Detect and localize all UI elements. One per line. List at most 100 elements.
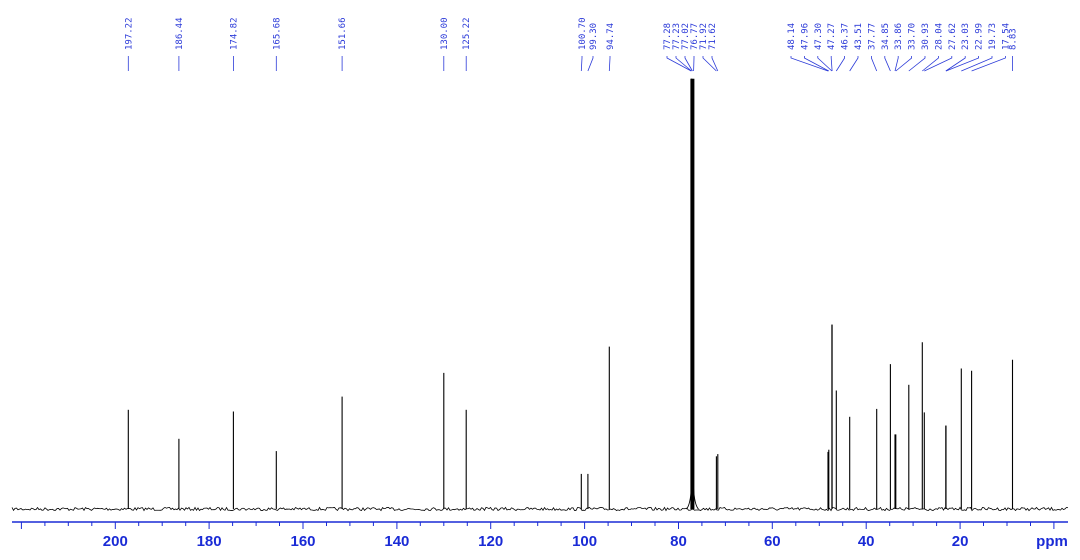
peak-label: 8.83 — [1009, 28, 1019, 71]
peak-label-text: 94.74 — [606, 23, 616, 50]
peak-label: 71.62 — [708, 23, 719, 72]
peak-label-leader — [961, 56, 993, 72]
peak-label-text: 28.04 — [934, 23, 944, 50]
peak-label-text: 197.22 — [124, 17, 134, 50]
peak-label: 130.00 — [440, 17, 450, 71]
peak-label-leader — [895, 56, 912, 72]
peak-label: 47.30 — [814, 23, 833, 72]
peak-label-leader — [945, 56, 979, 72]
peak-label: 100.70 — [578, 17, 588, 72]
peak-label-text: 71.62 — [708, 23, 718, 50]
peak-label-text: 186.44 — [175, 17, 185, 50]
peak-label-text: 77.23 — [672, 23, 682, 50]
peak-label-leader — [608, 56, 611, 72]
peak-label-text: 43.51 — [854, 23, 864, 50]
plot-area — [11, 78, 1069, 512]
peak-label-leader — [971, 56, 1006, 72]
peak-label: 33.86 — [894, 23, 904, 72]
peak-label: 33.70 — [895, 23, 918, 72]
peak-label-text: 76.77 — [690, 23, 700, 50]
peak-label-text: 125.22 — [462, 17, 472, 50]
x-axis-unit-label: ppm — [1036, 533, 1068, 550]
peak-label: 77.23 — [672, 23, 692, 72]
x-axis-tick-label: 80 — [670, 533, 687, 550]
peak-label-leader — [790, 56, 829, 72]
peak-label-leader — [884, 56, 891, 72]
peak-label-text: 99.30 — [589, 23, 599, 50]
peak-label: 43.51 — [849, 23, 864, 72]
peak-label-text: 22.99 — [975, 23, 985, 50]
x-axis-tick-label: 40 — [858, 533, 875, 550]
x-axis-tick-label: 200 — [103, 533, 128, 550]
peak-label: 46.37 — [835, 23, 851, 72]
peak-label-text: 165.68 — [272, 17, 282, 50]
spectrum-baseline — [11, 506, 1069, 512]
peak-label-text: 77.02 — [681, 23, 691, 50]
peak-label-leader — [894, 56, 899, 72]
peak-label: 47.27 — [827, 23, 837, 72]
peak-label-leader — [817, 56, 833, 72]
peak-label-leader — [587, 56, 594, 72]
peak-label-text: 47.30 — [814, 23, 824, 50]
peak-label-leader — [675, 56, 692, 72]
x-axis-tick-label: 100 — [572, 533, 597, 550]
peak-label-text: 48.14 — [787, 23, 797, 50]
peak-label: 37.77 — [867, 23, 878, 72]
peak-label-text: 174.82 — [229, 17, 239, 50]
peak-label: 34.85 — [881, 23, 891, 72]
peak-label-leader — [922, 56, 939, 72]
x-axis-tick-label: 20 — [952, 533, 969, 550]
peak-label: 22.99 — [945, 23, 985, 72]
peak-label-leader — [924, 56, 953, 72]
peak-label: 99.30 — [587, 23, 599, 72]
peak-label-text: 47.96 — [800, 23, 810, 50]
peak-label-leader — [835, 56, 845, 72]
peak-label-text: 30.93 — [921, 23, 931, 50]
peak-label: 165.68 — [272, 17, 282, 71]
x-axis: 200 180 160 140 120 100 80 60 40 20 — [12, 521, 1068, 550]
peak-label: 17.54 — [971, 23, 1011, 72]
peak-label-leader — [871, 56, 878, 72]
peak-label-leader — [666, 56, 692, 72]
x-axis-tick-label: 180 — [197, 533, 222, 550]
peak-label-leader — [580, 56, 583, 72]
peak-label: 151.66 — [338, 17, 348, 71]
peak-label-leader — [804, 56, 829, 72]
peak-label-leader — [908, 56, 926, 72]
peak-label-leader — [945, 56, 966, 72]
peak-label-text: 17.54 — [1001, 23, 1011, 50]
peak-label: 174.82 — [229, 17, 239, 71]
peak-label-text: 100.70 — [578, 17, 588, 50]
peak-label-text: 77.28 — [663, 23, 673, 50]
x-axis-tick-label: 160 — [290, 533, 315, 550]
peak-label-leader — [849, 56, 859, 72]
peak-label-leader — [684, 56, 693, 72]
peak-label: 197.22 — [124, 17, 134, 71]
peak-label: 186.44 — [175, 17, 185, 71]
peak-label: 23.03 — [945, 23, 971, 72]
peak-label: 30.93 — [908, 23, 931, 72]
x-axis-tick-label: 140 — [384, 533, 409, 550]
x-axis-tick-label: 60 — [764, 533, 781, 550]
peak-label: 77.02 — [681, 23, 693, 72]
peak-label-leader — [711, 56, 719, 72]
peak-label: 48.14 — [787, 23, 829, 72]
peak-label: 77.28 — [663, 23, 692, 72]
peak-label-text: 8.83 — [1009, 28, 1019, 50]
peak-label: 125.22 — [462, 17, 472, 71]
peak-label-text: 47.27 — [827, 23, 837, 50]
peak-label-leader — [830, 56, 833, 72]
peak-label-text: 23.03 — [961, 23, 971, 50]
peak-label-text: 130.00 — [440, 17, 450, 50]
peak-label: 76.77 — [690, 23, 700, 72]
peak-label-group: 197.22 186.44 174.82 165.68 151.66 130.00 125.… — [124, 17, 1019, 72]
peak-label: 28.04 — [922, 23, 944, 72]
peak-label: 27.62 — [924, 23, 958, 72]
peak-label-text: 33.86 — [894, 23, 904, 50]
peak-label-text: 37.77 — [867, 23, 877, 50]
peak-label: 47.96 — [800, 23, 829, 72]
x-axis-tick-label: 120 — [478, 533, 503, 550]
peak-label-text: 27.62 — [948, 23, 958, 50]
peak-label-text: 33.70 — [908, 23, 918, 50]
peak-label: 71.92 — [699, 23, 717, 72]
